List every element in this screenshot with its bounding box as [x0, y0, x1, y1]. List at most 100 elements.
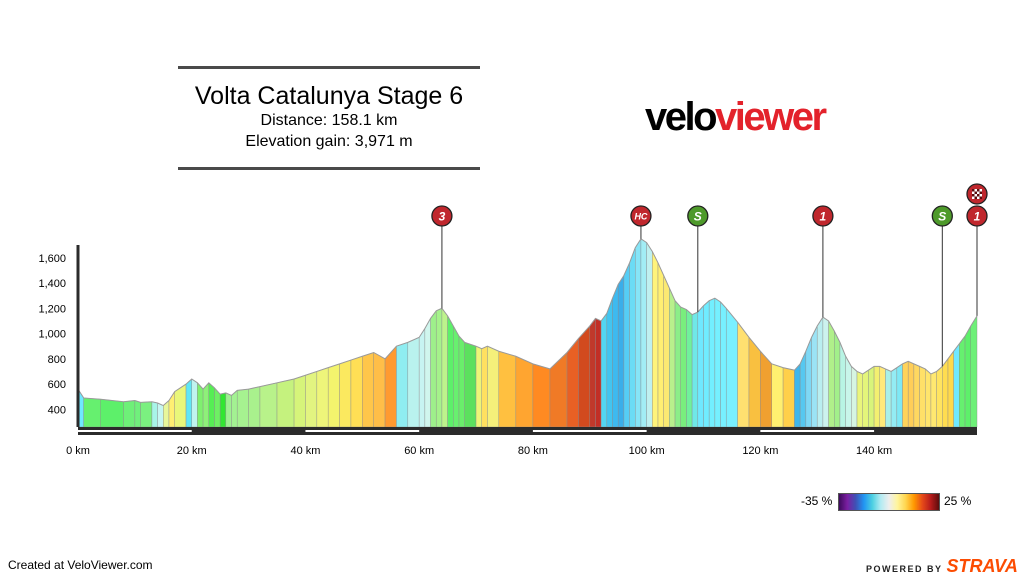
- x-tick-label: 0 km: [66, 445, 90, 457]
- elevation-profile-chart: 3 HC S 1 S 1 400 600 800 1,000 1,200 1,400 1,600 0 k…: [38, 183, 988, 457]
- profile-segment: [623, 262, 630, 428]
- gradient-legend-min-label: -35 %: [801, 494, 833, 508]
- profile-segment: [953, 343, 960, 428]
- profile-segments: [77, 238, 978, 428]
- profile-outline: [77, 238, 978, 407]
- profile-segment: [913, 363, 920, 428]
- profile-segment: [151, 401, 158, 428]
- profile-segment: [708, 297, 716, 428]
- profile-segment: [532, 363, 551, 428]
- profile-segment: [157, 402, 164, 428]
- finish-flag-cell: [977, 189, 980, 192]
- profile-segment: [811, 325, 818, 428]
- profile-segment: [339, 359, 352, 428]
- sprint-marker: [687, 205, 709, 227]
- stage-title: Volta Catalunya Stage 6: [194, 82, 464, 110]
- title-top-rule: [178, 66, 480, 69]
- profile-segment: [834, 330, 841, 428]
- finish-flag-cell: [972, 189, 975, 192]
- profile-segment: [123, 400, 136, 428]
- finish-flag-cell: [977, 191, 980, 194]
- x-tick-label: 80 km: [518, 445, 548, 457]
- profile-segment: [674, 300, 681, 428]
- profile-segment: [748, 336, 761, 428]
- profile-segment: [936, 365, 943, 428]
- x-tick-label: 60 km: [404, 445, 434, 457]
- finish-flag-cell: [979, 194, 982, 197]
- profile-segment: [293, 374, 306, 428]
- marker-label: HC: [634, 212, 647, 222]
- veloviewer-logo: veloviewer: [645, 95, 827, 139]
- climb-markers: 3 HC S 1 S 1: [431, 183, 988, 367]
- logo-part-a: velo: [645, 95, 718, 139]
- profile-segment: [384, 345, 397, 428]
- profile-segment: [191, 378, 198, 428]
- profile-segment: [237, 388, 249, 428]
- profile-segment: [794, 363, 801, 428]
- created-at-text: Created at VeloViewer.com: [8, 558, 153, 572]
- finish-flag-cell: [977, 196, 980, 199]
- profile-segment: [441, 307, 448, 428]
- profile-segment: [100, 398, 124, 428]
- profile-segment: [373, 352, 386, 428]
- profile-segment: [919, 366, 926, 428]
- finish-flag-cell: [979, 189, 982, 192]
- finish-flag-cell: [979, 196, 982, 199]
- profile-segment: [430, 310, 437, 428]
- profile-segment: [498, 350, 517, 428]
- profile-segment: [942, 358, 949, 428]
- gradient-legend-max-label: 25 %: [944, 494, 972, 508]
- profile-segment: [453, 325, 460, 428]
- profile-segment: [907, 361, 915, 428]
- title-box: Volta Catalunya Stage 6 Distance: 158.1 …: [178, 66, 480, 170]
- profile-segment: [970, 315, 978, 428]
- x-axis-stripe: [532, 430, 647, 432]
- profile-segment: [612, 284, 619, 428]
- profile-segment: [225, 392, 232, 428]
- profile-segment: [617, 274, 625, 428]
- profile-segment: [219, 392, 227, 428]
- finish-flag-cell: [974, 196, 977, 199]
- profile-segment: [566, 338, 579, 428]
- profile-segment: [350, 356, 363, 428]
- profile-segment: [436, 307, 443, 428]
- profile-segment: [691, 311, 699, 428]
- profile-segment: [782, 367, 795, 428]
- profile-segment: [259, 382, 278, 428]
- finish-flag-cell: [974, 194, 977, 197]
- profile-segment: [714, 297, 721, 428]
- logo-part-b: viewer: [715, 95, 827, 139]
- powered-by-label: POWERED BY: [866, 564, 943, 574]
- profile-segment: [873, 366, 880, 428]
- profile-segment: [202, 382, 209, 428]
- profile-segment: [464, 342, 477, 428]
- finish-flag-cell: [974, 189, 977, 192]
- profile-segment: [646, 241, 653, 428]
- profile-segment: [669, 288, 676, 428]
- profile-segment: [134, 400, 141, 428]
- title-bottom-rule: [178, 167, 480, 170]
- x-tick-label: 100 km: [629, 445, 665, 457]
- y-tick-label: 1,000: [38, 329, 66, 341]
- x-axis-stripe: [305, 430, 420, 432]
- profile-segment: [424, 317, 431, 428]
- x-axis-stripe: [78, 430, 192, 432]
- profile-segment: [185, 378, 192, 428]
- x-tick-label: 20 km: [177, 445, 207, 457]
- profile-segment: [805, 337, 812, 428]
- profile-segment: [896, 363, 903, 428]
- marker-label: 1: [974, 210, 981, 224]
- finish-flag-cell: [979, 191, 982, 194]
- profile-segment: [515, 355, 534, 428]
- profile-segment: [248, 386, 261, 428]
- profile-segment: [879, 366, 886, 428]
- climb-category-marker: [812, 205, 834, 227]
- profile-segment: [549, 352, 568, 428]
- profile-segment: [771, 363, 784, 428]
- sprint-marker: [931, 205, 953, 227]
- profile-segment: [595, 318, 602, 428]
- x-axis-stripe: [760, 430, 875, 432]
- profile-segment: [140, 401, 153, 428]
- x-tick-label: 120 km: [742, 445, 778, 457]
- profile-segment: [629, 247, 636, 428]
